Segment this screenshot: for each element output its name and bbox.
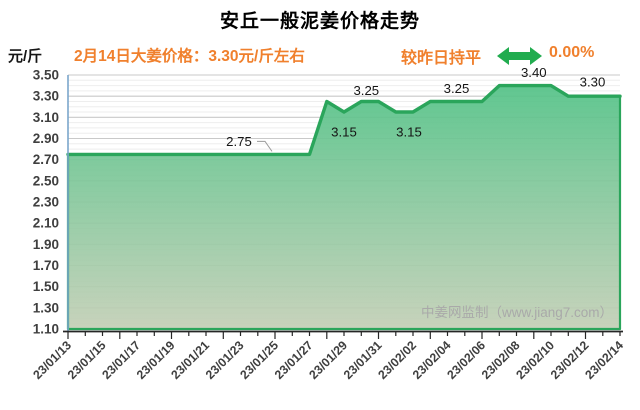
data-label: 2.75 — [226, 134, 252, 149]
y-tick-label: 2.90 — [33, 131, 59, 146]
y-tick-label: 1.90 — [33, 237, 59, 252]
data-label: 3.25 — [353, 83, 379, 98]
data-label: 3.30 — [580, 75, 606, 90]
x-tick-label: 23/02/14 — [582, 338, 626, 382]
axes — [63, 75, 623, 339]
watermark: 中姜网监制（www.jiang7.com） — [421, 305, 613, 320]
data-label: 3.25 — [444, 81, 470, 96]
y-tick-label: 1.70 — [33, 258, 59, 273]
data-label-leader — [257, 140, 273, 152]
data-label: 3.40 — [521, 65, 547, 80]
area-series — [66, 83, 622, 331]
chart-title: 安丘一般泥姜价格走势 — [219, 11, 420, 32]
y-tick-label: 2.70 — [33, 152, 59, 167]
left-right-arrow-icon — [497, 47, 542, 65]
data-label: 3.15 — [396, 125, 422, 140]
y-tick-label: 1.10 — [33, 322, 59, 337]
y-tick-label: 1.50 — [33, 279, 59, 294]
price-note: 2月14日大姜价格：3.30元/斤左右 — [74, 48, 305, 65]
x-axis-labels: 23/01/1323/01/1523/01/1723/01/1923/01/21… — [30, 338, 626, 382]
y-axis-labels: 3.50 3.30 3.10 2.90 2.70 2.50 2.30 2.10 1.90 1.70… — [33, 68, 59, 337]
trend-note: 较昨日持平 — [401, 50, 482, 67]
data-label: 3.15 — [331, 125, 357, 140]
data-labels: 2.75 3.15 3.25 3.15 3.25 3.40 3.30 — [226, 65, 606, 152]
y-tick-label: 3.10 — [33, 110, 59, 125]
y-tick-label: 2.50 — [33, 173, 59, 188]
y-axis-unit-label: 元/斤 — [8, 48, 43, 65]
y-tick-label: 2.10 — [33, 216, 59, 231]
y-tick-label: 3.30 — [33, 89, 59, 104]
trend-line — [66, 83, 622, 157]
y-tick-label: 3.50 — [33, 68, 59, 83]
trend-percent: 0.00% — [549, 44, 595, 61]
y-tick-label: 2.30 — [33, 195, 59, 210]
y-tick-label: 1.30 — [33, 300, 59, 315]
left-right-arrow-shape — [497, 47, 542, 65]
